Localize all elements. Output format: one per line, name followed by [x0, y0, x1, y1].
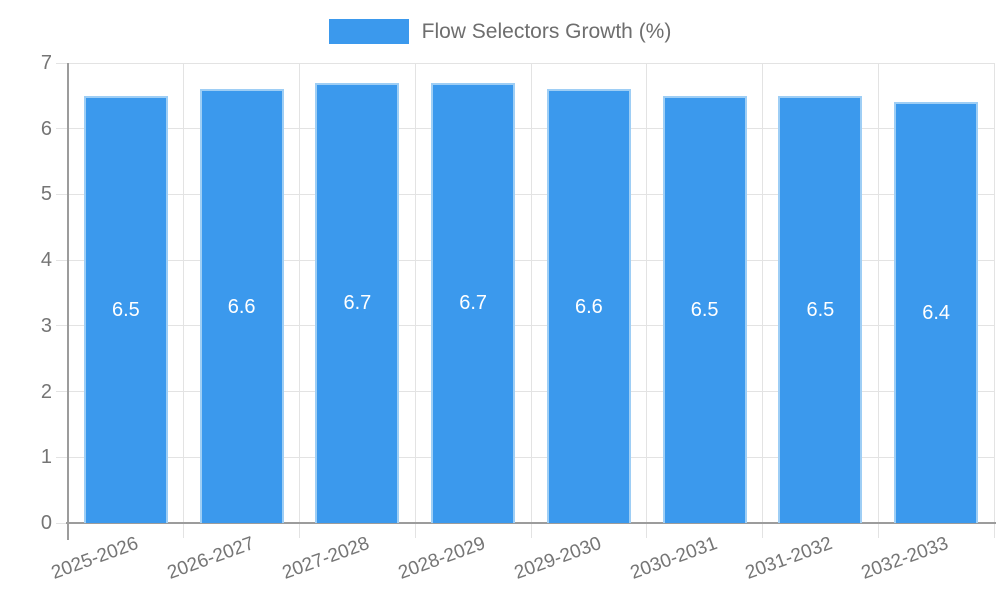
x-axis-tick-mark	[762, 523, 763, 538]
gridline-horizontal	[68, 62, 994, 64]
x-axis-tick-mark	[877, 523, 879, 538]
x-axis-line	[66, 522, 996, 524]
gridline-vertical	[646, 63, 648, 523]
bar-value-label: 6.5	[111, 298, 140, 321]
bar-value-label: 6.5	[690, 298, 719, 321]
bar-value-label: 6.7	[459, 292, 488, 315]
bar[interactable]: 6.7	[431, 82, 516, 523]
bar-value-label: 6.6	[574, 295, 603, 318]
y-axis-tick-label: 7	[40, 52, 52, 74]
y-axis-tick-label: 0	[40, 512, 52, 534]
x-axis-tick-mark	[414, 523, 416, 538]
y-axis-tick-label: 6	[40, 117, 52, 140]
y-axis-tick-label: 4	[40, 249, 52, 272]
bar-value-label: 6.5	[806, 298, 835, 321]
bar-value-label: 6.7	[343, 292, 372, 315]
y-axis-line	[67, 63, 69, 540]
gridline-vertical	[762, 63, 763, 523]
x-axis-tick-mark	[530, 523, 532, 538]
bar[interactable]: 6.6	[199, 89, 284, 523]
gridline-vertical	[299, 63, 300, 523]
legend: Flow Selectors Growth (%)	[0, 19, 1000, 44]
gridline-vertical	[877, 63, 879, 523]
x-axis-tick-mark	[183, 523, 185, 538]
bar[interactable]: 6.6	[546, 89, 631, 523]
x-axis-tick-mark	[646, 523, 648, 538]
legend-item[interactable]: Flow Selectors Growth (%)	[328, 19, 672, 44]
legend-label: Flow Selectors Growth (%)	[421, 20, 672, 43]
bar[interactable]: 6.5	[662, 95, 747, 523]
gridline-vertical	[183, 63, 185, 523]
legend-swatch	[328, 19, 409, 44]
bar-value-label: 6.4	[922, 302, 951, 325]
gridline-vertical	[414, 63, 416, 523]
y-axis-tick-label: 2	[40, 380, 52, 403]
y-axis-tick-label: 3	[40, 314, 52, 337]
x-axis-tick-mark	[299, 523, 300, 538]
bar[interactable]: 6.5	[83, 95, 168, 523]
plot-area: 6.5 6.6 6.7 6.7 6.6 6.5 6.5 6.4	[56, 62, 996, 540]
gridline-vertical	[530, 63, 532, 523]
bar[interactable]: 6.5	[778, 95, 863, 523]
bar[interactable]: 6.7	[315, 82, 400, 523]
bar-value-label: 6.6	[227, 295, 256, 318]
bar[interactable]: 6.4	[894, 102, 979, 523]
x-axis-tick-mark	[993, 523, 995, 538]
gridline-vertical	[993, 63, 995, 523]
y-axis-tick-label: 5	[40, 183, 52, 206]
y-axis-tick-label: 1	[40, 446, 52, 469]
